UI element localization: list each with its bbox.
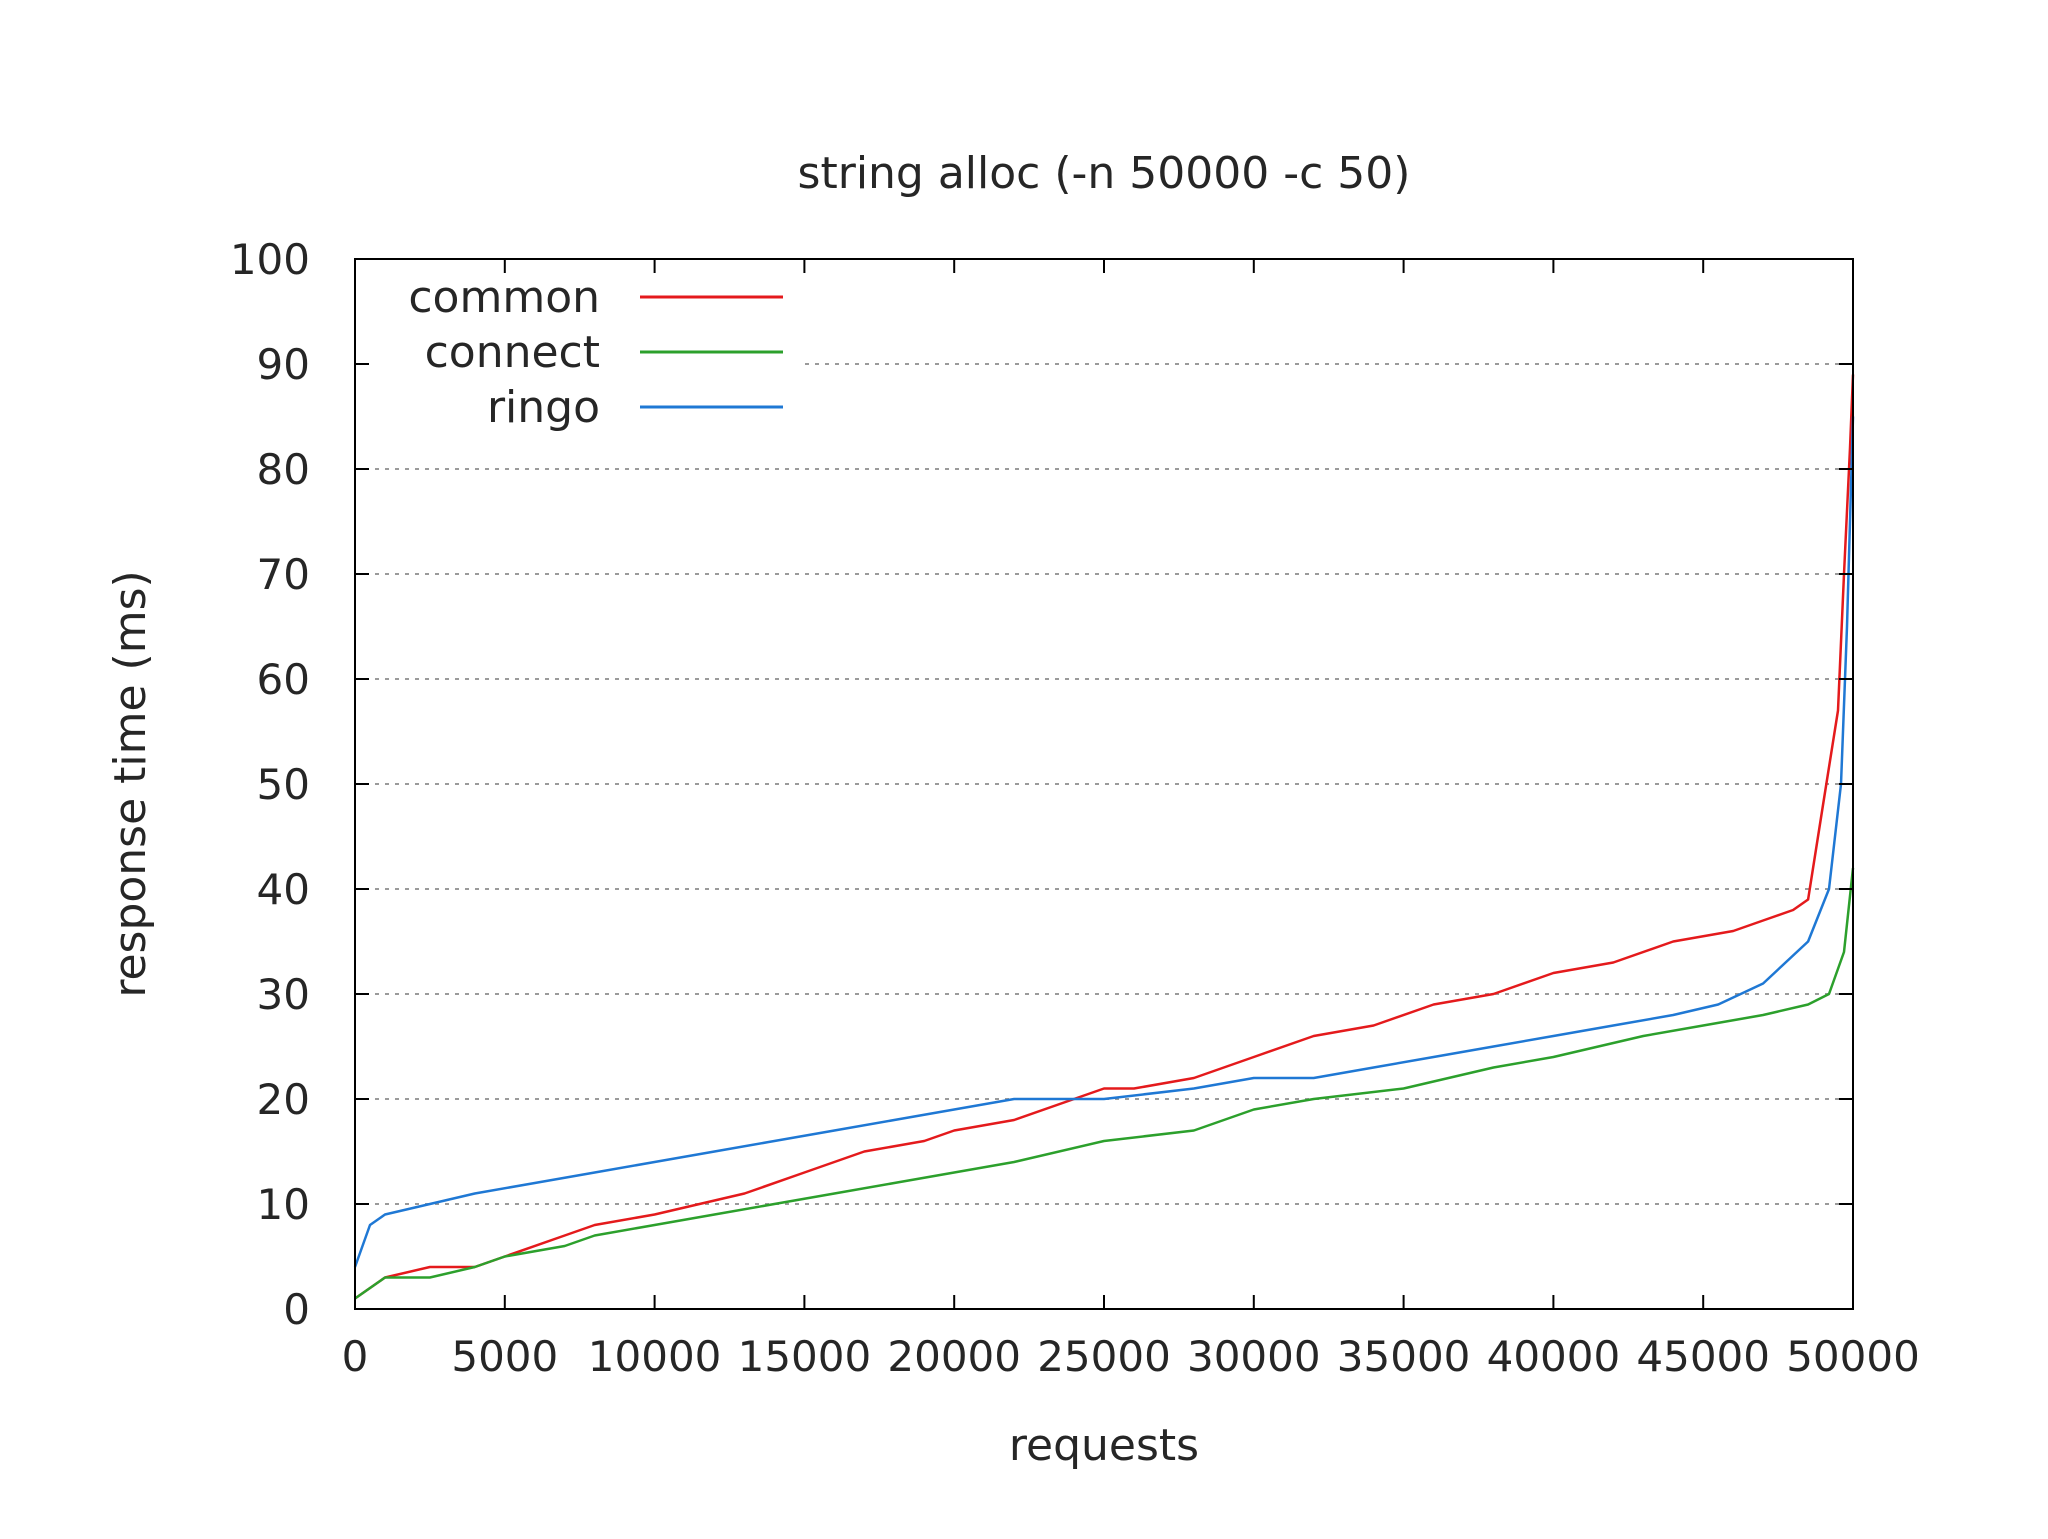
series-line-common: [354, 374, 1855, 1300]
legend-label-connect: connect: [425, 327, 600, 378]
tick-labels: 0 10 20 30 40 50 60 70 80 90 100 0 5000 10000 15000 200…: [230, 235, 1920, 1381]
series-lines: [353, 374, 1855, 1300]
y-tick-label: 40: [257, 865, 310, 914]
series-line-ringo: [353, 416, 1855, 1268]
x-tick-label: 5000: [451, 1332, 558, 1381]
chart-title: string alloc (-n 50000 -c 50): [798, 148, 1411, 199]
x-tick-label: 15000: [738, 1332, 872, 1381]
x-tick-label: 35000: [1337, 1332, 1471, 1381]
gridlines: [355, 363, 1853, 1205]
x-tick-label: 40000: [1487, 1332, 1621, 1381]
x-axis-title: requests: [1009, 1420, 1199, 1471]
x-tick-label: 45000: [1636, 1332, 1770, 1381]
y-axis-title: response time (ms): [105, 570, 156, 997]
y-tick-label: 30: [257, 970, 310, 1019]
legend-label-ringo: ringo: [487, 382, 600, 433]
x-tick-label: 10000: [588, 1332, 722, 1381]
y-tick-label: 0: [283, 1285, 310, 1334]
x-tick-label: 25000: [1037, 1332, 1171, 1381]
axis-ticks: [354, 258, 1854, 1310]
y-tick-label: 90: [257, 340, 310, 389]
y-tick-label: 20: [257, 1075, 310, 1124]
y-tick-label: 10: [257, 1180, 310, 1229]
legend-label-common: common: [408, 272, 600, 323]
x-tick-label: 50000: [1786, 1332, 1920, 1381]
x-tick-label: 30000: [1187, 1332, 1321, 1381]
y-tick-label: 60: [257, 655, 310, 704]
series-line-connect: [354, 867, 1855, 1300]
x-tick-label: 0: [342, 1332, 369, 1381]
y-tick-label: 100: [230, 235, 310, 284]
y-tick-label: 50: [257, 760, 310, 809]
y-tick-label: 70: [257, 550, 310, 599]
y-tick-label: 80: [257, 445, 310, 494]
x-tick-label: 20000: [887, 1332, 1021, 1381]
